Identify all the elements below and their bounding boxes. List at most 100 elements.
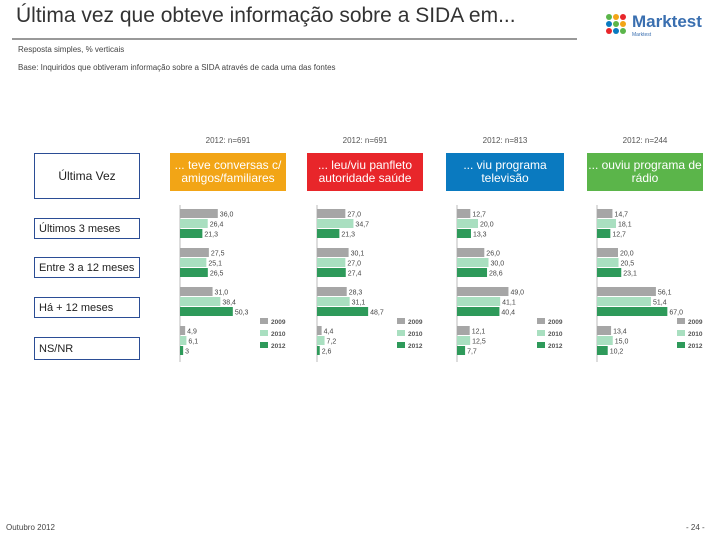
legend-label-p2-2010: 2010 [408,331,423,338]
bar-p2-g3-2012 [317,307,369,316]
bar-label-p4-g1-2010: 18,1 [618,222,632,229]
bar-p2-g3-2009 [317,287,347,296]
row-label-entre-3-12-meses: Entre 3 a 12 meses [34,257,140,278]
legend-swatch-p1-2010 [260,330,268,336]
bar-label-p3-g1-2009: 12,7 [472,212,486,219]
bar-p2-g1-2010 [317,219,354,228]
bar-p1-g2-2012 [180,268,208,277]
legend-label-p2-2012: 2012 [408,343,423,350]
bar-label-p3-g1-2012: 13,3 [473,232,487,239]
bar-label-p1-g1-2009: 36,0 [220,212,234,219]
logo-wordmark: Marktest [632,12,702,31]
bar-label-p1-g4-2009: 4,9 [187,329,197,336]
row-label-ns-nr: NS/NR [34,337,140,360]
legend-swatch-p2-2010 [397,330,405,336]
source-header-televisao: ... viu programa televisão [446,153,564,191]
legend-swatch-p2-2012 [397,342,405,348]
bar-label-p3-g4-2010: 12,5 [472,339,486,346]
bar-p1-g3-2012 [180,307,233,316]
bar-p4-g1-2009 [597,209,613,218]
bar-p1-g4-2012 [180,346,184,355]
bar-p2-g2-2012 [317,268,346,277]
bar-p3-g1-2009 [457,209,471,218]
bar-p3-g1-2012 [457,229,471,238]
bar-p3-g2-2009 [457,248,485,257]
legend-swatch-p3-2010 [537,330,545,336]
panel-base-2: 2012: n=691 [342,136,388,145]
page-title: Última vez que obteve informação sobre a… [16,4,516,27]
bar-label-p2-g1-2010: 34,7 [355,222,369,229]
bar-p3-g3-2010 [457,297,501,306]
bar-p2-g1-2009 [317,209,346,218]
bar-p1-g2-2010 [180,258,207,267]
bar-label-p4-g3-2010: 51,4 [653,300,667,307]
bar-label-p4-g2-2010: 20,5 [621,261,635,268]
bar-p4-g1-2012 [597,229,611,238]
panel-base-4: 2012: n=244 [622,136,668,145]
bar-label-p2-g4-2010: 7,2 [327,339,337,346]
bar-label-p4-g4-2010: 15,0 [615,339,629,346]
row-header-ultima-vez: Última Vez [34,153,140,199]
bar-label-p1-g4-2010: 6,1 [188,339,198,346]
bar-label-p4-g3-2012: 67,0 [669,310,683,317]
legend-swatch-p4-2012 [677,342,685,348]
legend-label-p1-2009: 2009 [271,319,286,326]
bar-p3-g4-2009 [457,326,470,335]
bar-p1-g4-2009 [180,326,186,335]
legend-label-p3-2012: 2012 [548,343,563,350]
bar-label-p4-g2-2012: 23,1 [623,271,637,278]
source-header-panfleto: ... leu/viu panfleto autoridade saúde [307,153,423,191]
legend-label-p4-2012: 2012 [688,343,703,350]
bar-p4-g3-2012 [597,307,668,316]
bar-p1-g2-2009 [180,248,209,257]
bar-label-p2-g1-2012: 21,3 [341,232,355,239]
bar-p2-g4-2009 [317,326,322,335]
bar-p4-g2-2009 [597,248,618,257]
footer-date: Outubro 2012 [6,523,55,532]
bar-label-p1-g3-2012: 50,3 [235,310,249,317]
bar-p3-g3-2012 [457,307,500,316]
bar-p4-g1-2010 [597,219,617,228]
panel-base-3: 2012: n=813 [482,136,528,145]
bar-label-p2-g2-2012: 27,4 [348,271,362,278]
bar-p4-g2-2010 [597,258,619,267]
bar-label-p4-g1-2009: 14,7 [614,212,628,219]
bar-p3-g2-2012 [457,268,488,277]
bar-p1-g1-2009 [180,209,218,218]
bar-label-p4-g4-2009: 13,4 [613,329,627,336]
bar-p4-g4-2009 [597,326,612,335]
source-header-radio: ... ouviu programa de rádio [587,153,703,191]
bar-p3-g2-2010 [457,258,489,267]
bar-label-p4-g3-2009: 56,1 [658,290,672,297]
bar-label-p2-g4-2009: 4,4 [324,329,334,336]
bar-label-p3-g4-2009: 12,1 [472,329,486,336]
bar-p1-g1-2012 [180,229,203,238]
bar-p1-g3-2010 [180,297,221,306]
bar-label-p3-g3-2010: 41,1 [502,300,516,307]
bar-label-p3-g3-2009: 49,0 [510,290,524,297]
bar-p2-g2-2010 [317,258,346,267]
legend-label-p3-2009: 2009 [548,319,563,326]
legend-label-p4-2009: 2009 [688,319,703,326]
logo-tagline: Marktest [632,32,652,38]
bar-label-p3-g3-2012: 40,4 [501,310,515,317]
bar-label-p1-g3-2010: 38,4 [222,300,236,307]
bar-p4-g3-2010 [597,297,651,306]
bar-p3-g3-2009 [457,287,509,296]
title-divider [12,38,577,40]
bar-label-p1-g4-2012: 3 [185,349,189,356]
bar-p4-g4-2010 [597,336,613,345]
bar-p3-g4-2010 [457,336,471,345]
bar-label-p3-g2-2012: 28,6 [489,271,503,278]
bar-label-p1-g1-2010: 26,4 [210,222,224,229]
legend-swatch-p3-2009 [537,318,545,324]
bar-p4-g4-2012 [597,346,608,355]
bar-label-p1-g3-2009: 31,0 [215,290,229,297]
bar-label-p1-g2-2012: 26,5 [210,271,224,278]
bar-p2-g3-2010 [317,297,350,306]
bar-label-p3-g4-2012: 7,7 [467,349,477,356]
bar-label-p3-g2-2010: 30,0 [491,261,505,268]
bar-label-p3-g2-2009: 26,0 [486,251,500,258]
bar-label-p2-g3-2009: 28,3 [349,290,363,297]
row-label-ultimos-3-meses: Últimos 3 meses [34,218,140,239]
